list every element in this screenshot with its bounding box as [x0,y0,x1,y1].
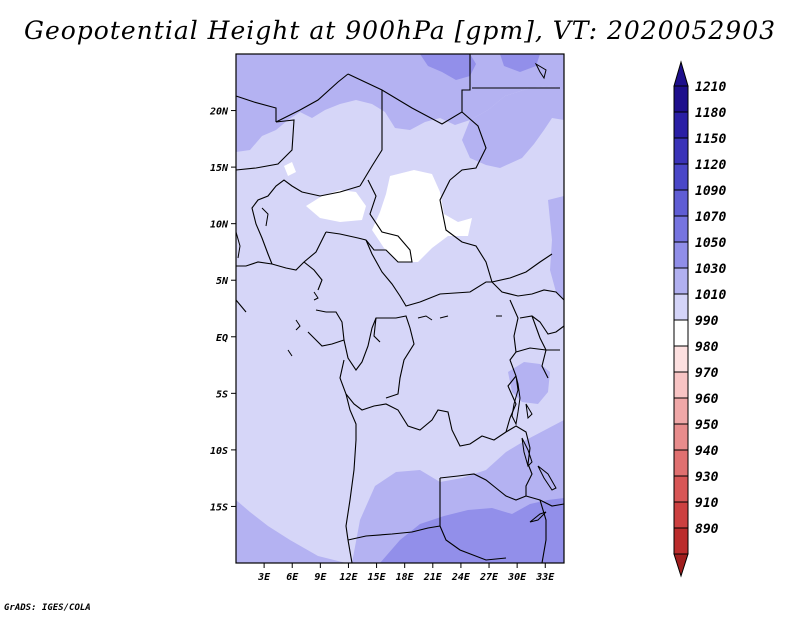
lat-tick-label: EQ [216,333,228,344]
lon-tick-label: 24E [451,572,471,583]
lon-tick-label: 6E [286,572,299,583]
colorbar-swatch [673,527,689,555]
colorbar-label: 970 [695,366,719,381]
field-region-990-mali [284,162,296,176]
lat-tick-label: 5N [216,276,229,287]
colorbar-label: 1120 [695,158,726,173]
colorbar-swatch [673,475,689,503]
colorbar-label: 1030 [695,262,726,277]
colorbar-swatch [673,215,689,243]
lon-tick-label: 3E [257,572,271,583]
country-borders [235,54,565,564]
lon-tick-label: 9E [314,572,327,583]
colorbar-swatch [673,449,689,477]
colorbar-label: 930 [695,470,719,485]
colorbar-label: 1050 [695,236,726,251]
field-region-990-chad [372,170,472,262]
field-region-1030-lakes [508,362,550,404]
field-region-1050-south [380,498,564,563]
lat-tick-label: 5S [216,389,228,400]
colorbar-legend: 1210 1180 1150 1120 1090 1070 1050 1030 1010 990 9… [673,60,726,578]
colorbar-label: 990 [695,314,719,329]
colorbar-label: 890 [695,522,719,537]
colorbar-swatch [673,397,689,425]
colorbar-swatch [673,85,689,113]
lon-tick-label: 12E [339,572,358,583]
colorbar-label: 1150 [695,132,726,147]
field-region-1030-east-strip [548,196,564,300]
colorbar-label: 950 [695,418,719,433]
colorbar-label: 1010 [695,288,726,303]
colorbar-swatch [673,293,689,321]
chart-title: Geopotential Height at 900hPa [gpm], VT:… [23,16,777,45]
map-panel [235,53,565,564]
colorbar-label: 1210 [695,80,726,95]
field-region-1050-north [420,54,476,80]
colorbar-label: 1090 [695,184,726,199]
colorbar-swatch [673,501,689,529]
lat-tick-label: 15N [210,163,229,174]
colorbar-label: 1180 [695,106,726,121]
field-region-1030-south [236,500,346,563]
lakes-coastline [235,62,557,523]
lon-tick-label: 21E [423,572,443,583]
lon-tick-label: 27E [479,572,499,583]
colorbar-swatch [673,137,689,165]
colorbar-swatch [673,423,689,451]
field-region-1030-northeast [462,86,564,168]
map-frame [235,53,565,564]
lat-tick-label: 20N [209,107,229,118]
lon-tick-label: 18E [396,572,415,583]
field-region-1050-northeast [500,54,540,72]
colorbar-swatch [673,319,689,347]
field-region-990-niger [306,190,366,222]
colorbar-label: 940 [695,444,719,459]
colorbar-label: 980 [695,340,719,355]
colorbar-swatch [673,189,689,217]
field-region-1030-north [236,54,564,152]
lon-tick-label: 33E [535,572,555,583]
longitude-axis: 3E 6E 9E 12E 15E 18E 21E 24E 27E 30E 33E [257,563,555,583]
lon-tick-label: 30E [507,572,527,583]
colorbar-label: 910 [695,496,719,511]
lat-tick-label: 10S [210,446,228,457]
colorbar-label: 1070 [695,210,726,225]
latitude-axis: 20N 15N 10N 5N EQ 5S 10S 15S [209,107,236,513]
lat-tick-label: 15S [210,502,228,513]
colorbar-swatch [673,267,689,295]
colorbar-bottom-arrow [673,553,689,578]
colorbar-swatch [673,163,689,191]
colorbar-top-arrow [673,60,689,87]
grads-credit: GrADS: IGES/COLA [4,603,91,613]
colorbar-swatch [673,345,689,373]
colorbar-swatch [673,241,689,269]
lat-tick-label: 10N [210,220,229,231]
colorbar-swatch [673,371,689,399]
colorbar-label: 960 [695,392,719,407]
lon-tick-label: 15E [368,572,387,583]
colorbar-swatch [673,111,689,139]
